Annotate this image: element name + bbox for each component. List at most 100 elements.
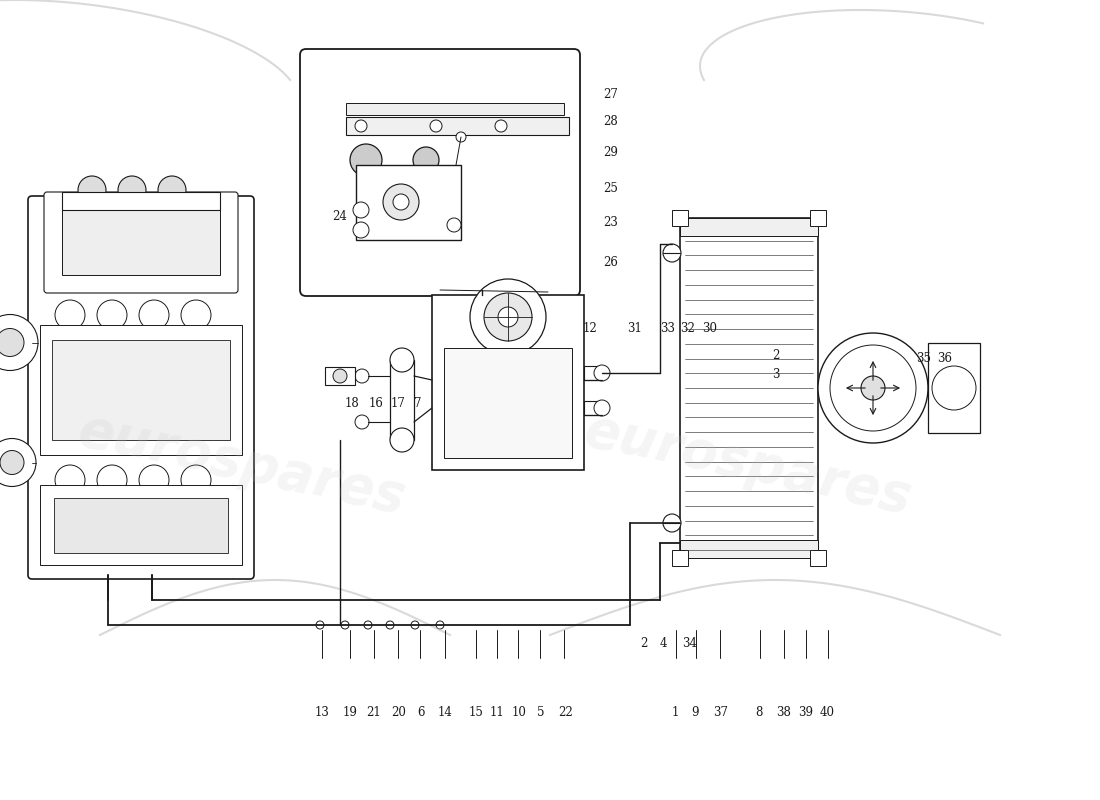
Bar [390,360,414,440]
Text: eurospares: eurospares [580,404,916,524]
Text: 35: 35 [916,352,932,365]
Bar [680,540,818,558]
Circle shape [341,621,349,629]
Text: 9: 9 [692,706,698,718]
Circle shape [97,465,126,495]
Bar [584,401,602,415]
Circle shape [495,120,507,132]
Text: 22: 22 [558,706,573,718]
Bar [40,485,242,565]
Text: 1: 1 [672,706,679,718]
Bar [672,550,688,566]
Text: 19: 19 [342,706,358,718]
Text: 30: 30 [702,322,717,334]
Bar [324,367,355,385]
Circle shape [97,300,126,330]
Circle shape [0,450,24,474]
Circle shape [0,329,24,357]
Bar [346,103,564,115]
Circle shape [78,176,106,204]
Circle shape [393,194,409,210]
Text: 32: 32 [680,322,695,334]
Circle shape [594,400,610,416]
Circle shape [390,428,414,452]
Text: 26: 26 [603,256,618,269]
Circle shape [353,222,369,238]
Circle shape [663,244,681,262]
Text: 37: 37 [713,706,728,718]
Circle shape [350,144,382,176]
Bar [346,117,569,135]
Text: 6: 6 [418,706,425,718]
Text: 28: 28 [603,115,617,128]
Text: 20: 20 [390,706,406,718]
Text: 36: 36 [937,352,953,365]
Text: 11: 11 [490,706,505,718]
Text: 8: 8 [756,706,762,718]
FancyBboxPatch shape [28,196,254,579]
Circle shape [316,621,324,629]
Circle shape [861,376,886,400]
Text: 12: 12 [583,322,597,334]
Text: 31: 31 [627,322,642,334]
Circle shape [55,465,85,495]
Circle shape [498,307,518,327]
Text: 17: 17 [390,397,406,410]
Text: 14: 14 [438,706,453,718]
Text: eurospares: eurospares [74,404,410,524]
Circle shape [355,415,368,429]
Circle shape [182,465,211,495]
Text: 25: 25 [603,182,618,195]
Circle shape [139,465,169,495]
Text: 7: 7 [414,397,421,410]
Text: 3: 3 [772,368,780,381]
Bar [40,325,242,455]
Circle shape [182,300,211,330]
Bar [444,348,572,458]
Circle shape [139,300,169,330]
Bar [62,200,220,275]
FancyBboxPatch shape [44,192,238,293]
Bar [52,340,230,440]
Bar [672,210,688,226]
Circle shape [353,202,369,218]
Circle shape [484,293,532,341]
Bar [432,295,584,470]
Circle shape [355,120,367,132]
Text: 10: 10 [512,706,527,718]
Text: 40: 40 [820,706,835,718]
Text: 13: 13 [315,706,330,718]
Circle shape [411,621,419,629]
Text: 27: 27 [603,88,618,101]
Circle shape [0,438,36,486]
Text: 29: 29 [603,146,618,158]
Circle shape [364,621,372,629]
Circle shape [470,279,546,355]
Text: 4: 4 [660,637,668,650]
Circle shape [663,514,681,532]
Circle shape [594,365,610,381]
Text: 15: 15 [469,706,484,718]
Circle shape [333,369,346,383]
Bar [680,218,818,558]
Text: 2: 2 [640,637,648,650]
Bar [928,343,980,433]
FancyBboxPatch shape [300,49,580,296]
Circle shape [456,132,466,142]
Text: 23: 23 [603,216,618,229]
Circle shape [383,184,419,220]
Text: 16: 16 [368,397,384,410]
Circle shape [430,120,442,132]
Bar [62,192,220,210]
Text: 18: 18 [344,397,359,410]
Text: 5: 5 [538,706,544,718]
Circle shape [55,300,85,330]
Bar [584,366,602,380]
Circle shape [118,176,146,204]
Text: 21: 21 [366,706,382,718]
Circle shape [447,218,461,232]
Circle shape [355,369,368,383]
Circle shape [386,621,394,629]
Bar [810,210,826,226]
Circle shape [412,147,439,173]
